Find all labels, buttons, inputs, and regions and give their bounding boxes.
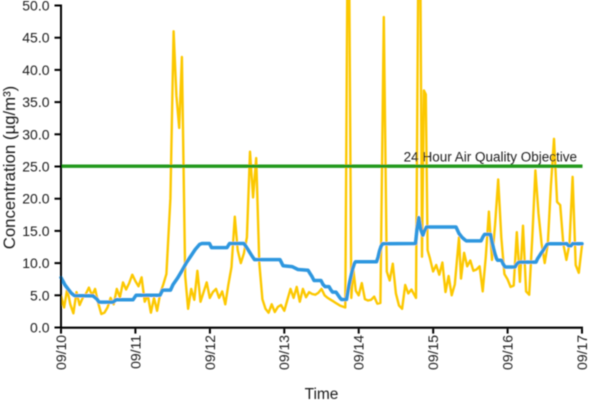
svg-text:09/16: 09/16 [500, 335, 516, 370]
svg-text:09/17: 09/17 [574, 335, 590, 370]
svg-text:30.0: 30.0 [22, 126, 49, 142]
svg-text:20.0: 20.0 [22, 191, 49, 207]
svg-text:Concentration (µg/m³): Concentration (µg/m³) [0, 86, 19, 250]
svg-text:09/15: 09/15 [425, 335, 441, 370]
svg-text:24 Hour Air Quality Objective: 24 Hour Air Quality Objective [404, 150, 577, 165]
svg-text:09/11: 09/11 [127, 335, 143, 369]
svg-text:09/12: 09/12 [202, 335, 218, 370]
svg-text:40.0: 40.0 [22, 62, 49, 78]
svg-text:10.0: 10.0 [22, 255, 49, 271]
svg-text:5.0: 5.0 [30, 287, 50, 303]
svg-text:15.0: 15.0 [22, 223, 49, 239]
svg-text:09/13: 09/13 [276, 335, 292, 370]
svg-text:50.0: 50.0 [22, 0, 49, 14]
svg-text:Time: Time [305, 386, 339, 400]
svg-text:09/14: 09/14 [351, 335, 367, 370]
svg-text:0.0: 0.0 [30, 320, 50, 336]
svg-text:35.0: 35.0 [22, 94, 49, 110]
svg-text:25.0: 25.0 [22, 159, 49, 175]
svg-text:09/10: 09/10 [53, 335, 69, 370]
svg-text:45.0: 45.0 [22, 30, 49, 46]
